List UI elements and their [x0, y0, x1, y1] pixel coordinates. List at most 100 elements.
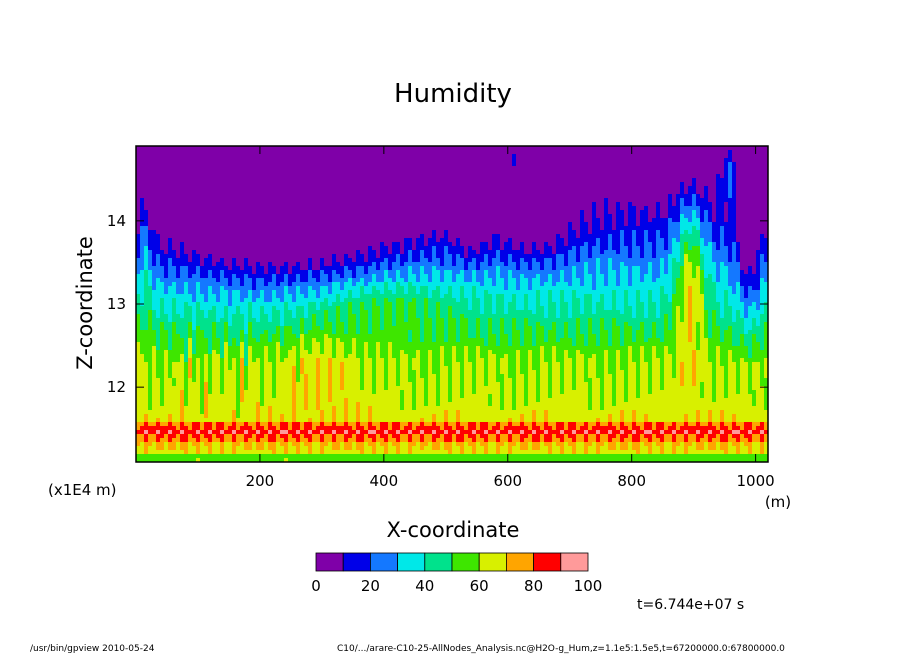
heatmap-cell — [300, 222, 305, 227]
heatmap-cell — [200, 370, 205, 375]
heatmap-cell — [324, 374, 329, 379]
heatmap-cell — [192, 430, 197, 435]
heatmap-cell — [360, 150, 365, 155]
heatmap-cell — [244, 222, 249, 227]
heatmap-cell — [320, 334, 325, 339]
heatmap-cell — [256, 330, 261, 335]
heatmap-cell — [384, 350, 389, 355]
heatmap-cell — [256, 314, 261, 319]
heatmap-cell — [136, 454, 141, 459]
heatmap-cell — [352, 362, 357, 367]
heatmap-cell — [376, 190, 381, 195]
heatmap-cell — [228, 402, 233, 407]
heatmap-cell — [300, 214, 305, 219]
heatmap-cell — [304, 254, 309, 259]
heatmap-cell — [324, 262, 329, 267]
heatmap-cell — [156, 382, 161, 387]
heatmap-cell — [164, 382, 169, 387]
heatmap-cell — [328, 234, 333, 239]
heatmap-cell — [164, 362, 169, 367]
heatmap-cell — [232, 342, 237, 347]
heatmap-cell — [248, 158, 253, 163]
heatmap-cell — [364, 410, 369, 415]
heatmap-cell — [152, 446, 157, 451]
heatmap-cell — [216, 322, 221, 327]
heatmap-cell — [204, 454, 209, 459]
heatmap-cell — [280, 350, 285, 355]
heatmap-cell — [384, 270, 389, 275]
heatmap-cell — [140, 250, 145, 255]
heatmap-cell — [352, 286, 357, 291]
heatmap-cell — [208, 390, 213, 395]
heatmap-cell — [176, 210, 181, 215]
heatmap-cell — [344, 382, 349, 387]
heatmap-cell — [304, 246, 309, 251]
heatmap-cell — [384, 242, 389, 247]
heatmap-cell — [316, 198, 321, 203]
heatmap-cell — [204, 358, 209, 363]
heatmap-cell — [356, 426, 361, 431]
heatmap-cell — [244, 270, 249, 275]
heatmap-cell — [364, 306, 369, 311]
heatmap-cell — [280, 254, 285, 259]
heatmap-cell — [364, 314, 369, 319]
heatmap-cell — [140, 226, 145, 231]
heatmap-cell — [368, 218, 373, 223]
heatmap-cell — [140, 354, 145, 359]
heatmap-cell — [232, 322, 237, 327]
heatmap-cell — [272, 454, 277, 459]
heatmap-cell — [144, 274, 149, 279]
heatmap-cell — [184, 194, 189, 199]
heatmap-cell — [372, 190, 377, 195]
heatmap-cell — [316, 390, 321, 395]
heatmap-cell — [228, 194, 233, 199]
heatmap-cell — [268, 314, 273, 319]
heatmap-cell — [164, 166, 169, 171]
heatmap-cell — [296, 454, 301, 459]
heatmap-cell — [244, 330, 249, 335]
heatmap-cell — [376, 226, 381, 231]
heatmap-cell — [252, 150, 257, 155]
heatmap-cell — [208, 366, 213, 371]
heatmap-cell — [228, 190, 233, 195]
heatmap-cell — [192, 206, 197, 211]
heatmap-cell — [300, 450, 305, 455]
heatmap-cell — [304, 262, 309, 267]
heatmap-cell — [300, 290, 305, 295]
heatmap-cell — [312, 274, 317, 279]
heatmap-cell — [212, 182, 217, 187]
heatmap-cell — [152, 442, 157, 447]
heatmap-cell — [268, 250, 273, 255]
heatmap-cell — [196, 234, 201, 239]
heatmap-cell — [192, 278, 197, 283]
heatmap-cell — [360, 342, 365, 347]
heatmap-cell — [148, 322, 153, 327]
heatmap-cell — [280, 454, 285, 459]
heatmap-cell — [320, 382, 325, 387]
heatmap-cell — [184, 266, 189, 271]
heatmap-cell — [296, 254, 301, 259]
heatmap-cell — [312, 186, 317, 191]
heatmap-cell — [236, 182, 241, 187]
heatmap-cell — [304, 214, 309, 219]
heatmap-cell — [356, 430, 361, 435]
heatmap-cell — [336, 414, 341, 419]
heatmap-cell — [260, 418, 265, 423]
heatmap-cell — [292, 282, 297, 287]
heatmap-cell — [188, 326, 193, 331]
heatmap-cell — [180, 298, 185, 303]
heatmap-cell — [320, 402, 325, 407]
heatmap-cell — [252, 442, 257, 447]
heatmap-cell — [252, 222, 257, 227]
heatmap-cell — [200, 182, 205, 187]
heatmap-cell — [372, 206, 377, 211]
heatmap-cell — [200, 454, 205, 459]
heatmap-cell — [348, 258, 353, 263]
heatmap-cell — [212, 186, 217, 191]
heatmap-cell — [156, 246, 161, 251]
heatmap-cell — [296, 402, 301, 407]
heatmap-cell — [388, 178, 393, 183]
heatmap-cell — [336, 314, 341, 319]
heatmap-cell — [180, 246, 185, 251]
heatmap-cell — [288, 154, 293, 159]
